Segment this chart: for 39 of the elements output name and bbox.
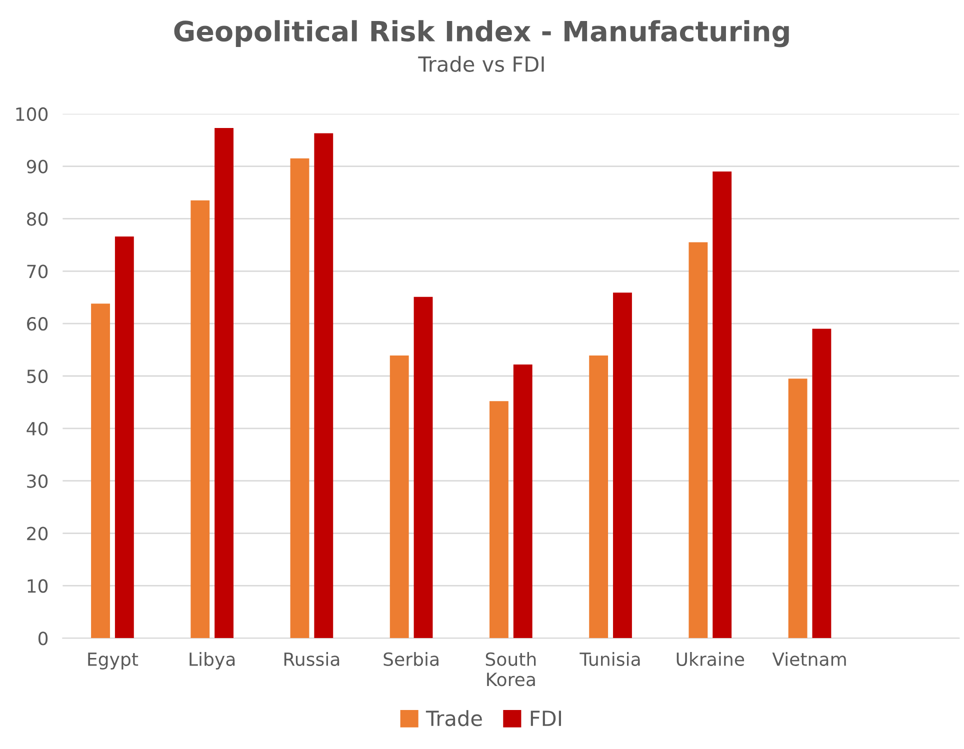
y-tick-label: 90 [26,160,48,174]
y-tick-label: 80 [27,212,48,226]
legend-label: Trade [426,710,482,726]
bar [290,158,310,638]
chart-title: Geopolitical Risk Index - Manufacturing [174,20,789,48]
chart-subtitle: Trade vs FDI [418,56,544,72]
bar [414,296,433,638]
bar [613,292,632,638]
y-tick-label: 0 [38,632,48,646]
bar [712,172,732,638]
x-tick-label: Serbia [384,652,438,666]
x-tick-label: Vietnam [772,652,846,666]
y-tick-label: 40 [26,422,48,436]
bar [513,364,532,638]
y-tick-label: 70 [27,264,48,278]
bar [589,356,608,638]
bar [91,304,110,638]
legend-label: FDI [530,710,561,726]
bar [314,133,334,638]
x-tick-label: Ukraine [676,652,744,666]
bar [190,200,210,638]
x-tick-label: Russia [284,652,340,666]
bar [390,356,409,638]
y-tick-label: 10 [28,579,48,593]
x-tick-label: Tunisia [580,652,640,666]
bar [114,236,134,638]
y-tick-label: 50 [27,369,48,384]
y-tick-label: 30 [27,474,48,488]
x-tick-label: Libya [190,652,235,670]
y-tick-label: 20 [27,526,48,540]
bar [214,128,234,638]
y-tick-label: 60 [27,317,48,331]
bar [812,328,832,638]
bar [788,378,808,638]
y-tick-label: 100 [16,107,48,121]
bar [688,242,708,638]
x-tick-label: South Korea [486,652,536,686]
x-tick-label: Egypt [88,652,138,670]
bar [490,401,508,638]
